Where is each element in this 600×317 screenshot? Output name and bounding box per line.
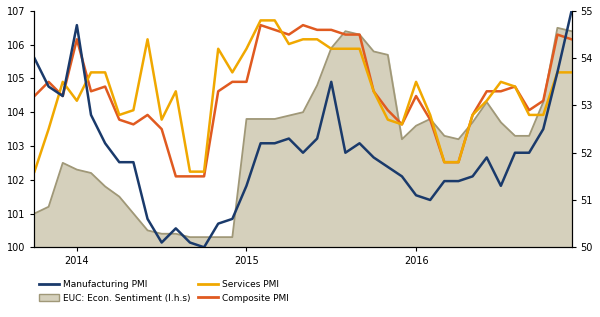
Legend: Manufacturing PMI, EUC: Econ. Sentiment (l.h.s), Services PMI, Composite PMI: Manufacturing PMI, EUC: Econ. Sentiment … bbox=[39, 280, 289, 303]
